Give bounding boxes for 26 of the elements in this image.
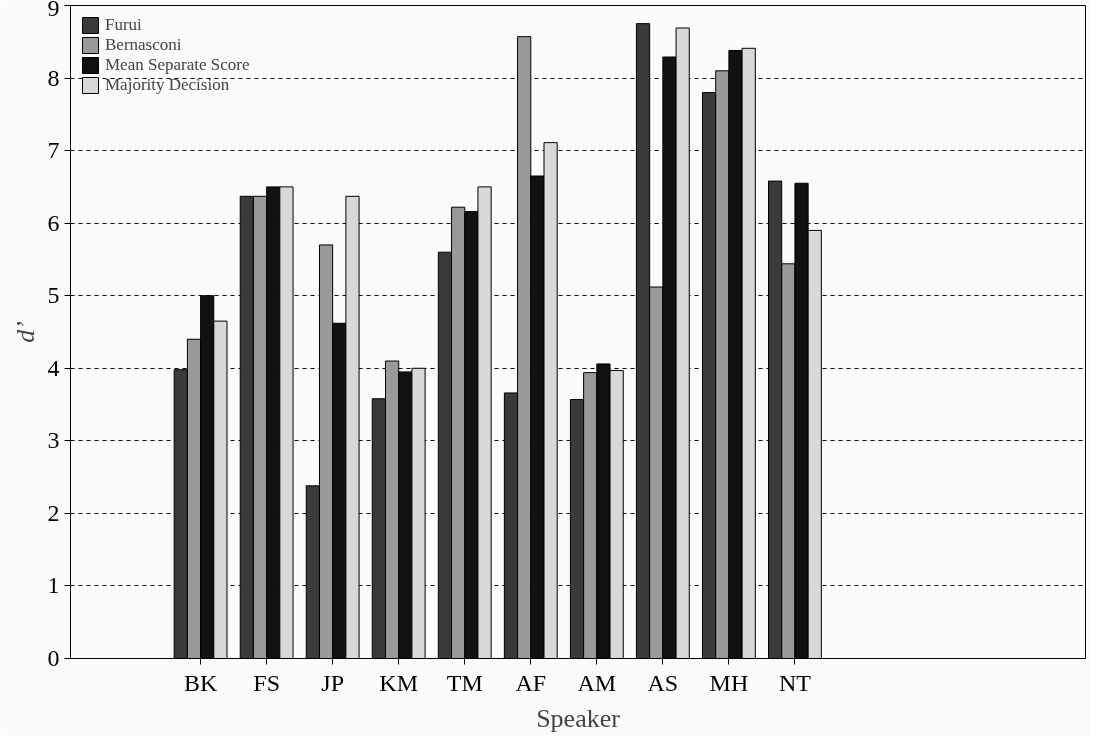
x-tick-label: MH	[709, 669, 749, 696]
x-tick-label: AM	[577, 669, 617, 696]
x-tick-label: TM	[446, 669, 483, 696]
legend-label: Mean Separate Score	[105, 55, 250, 75]
y-tick-label: 8	[47, 64, 60, 91]
y-tick-label: 7	[47, 137, 60, 164]
legend-label: Majority Decision	[105, 75, 230, 95]
y-tick-label: 0	[47, 645, 60, 671]
y-tick-label: 9	[47, 0, 60, 21]
x-tick-label: KM	[379, 669, 419, 696]
x-tick-label: AS	[647, 669, 679, 696]
x-tick-label: BK	[183, 669, 218, 696]
legend-label: Bernasconi	[105, 35, 182, 55]
x-tick-label: AF	[515, 669, 547, 696]
x-tick-label: FS	[253, 669, 280, 696]
y-tick-label: 2	[47, 499, 60, 526]
legend-label: Furui	[105, 15, 142, 35]
y-tick-label: 1	[47, 572, 60, 599]
x-axis-title: Speaker	[536, 703, 621, 733]
y-axis-title: d’	[10, 321, 40, 343]
y-tick-label: 4	[47, 354, 60, 381]
y-tick-label: 3	[47, 427, 60, 454]
x-tick-label: JP	[321, 669, 345, 696]
x-tick-label: NT	[778, 669, 812, 696]
y-tick-label: 5	[47, 282, 60, 309]
y-tick-label: 6	[47, 209, 60, 236]
